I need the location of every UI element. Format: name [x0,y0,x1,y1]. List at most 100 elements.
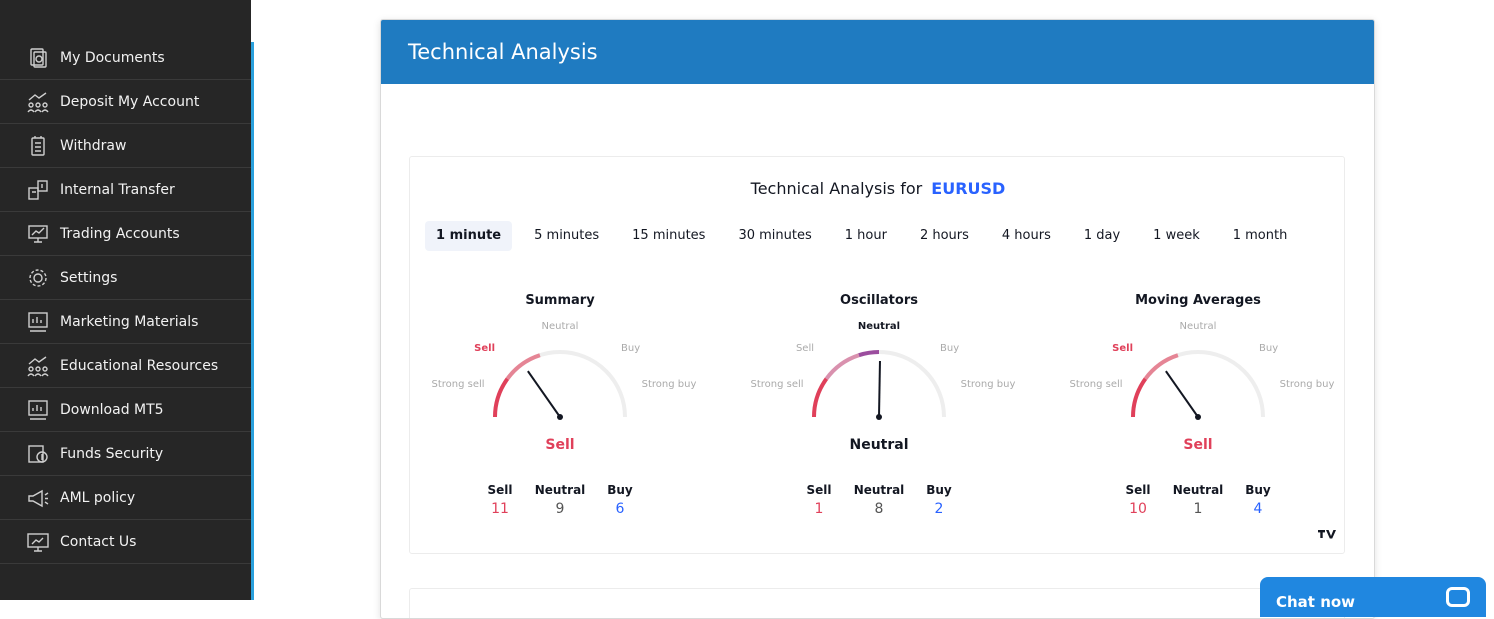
count-neutral-value: 9 [555,501,565,517]
panel-header: Technical Analysis [381,20,1374,84]
marketing-icon [25,309,51,335]
gauge-label-buy: Buy [621,343,640,354]
tab-4-hours[interactable]: 4 hours [1001,228,1051,243]
sidebar-item-aml-policy[interactable]: AML policy [0,476,251,520]
sidebar-item-label: Educational Resources [60,357,219,374]
sidebar-item-download-mt5[interactable]: Download MT5 [0,388,251,432]
gauge-label-sell: Sell [796,343,814,354]
gauge-track [1131,350,1265,418]
sidebar-item-my-documents[interactable]: My Documents [0,36,251,80]
gauge-needle-hub [557,414,563,420]
transfer-icon [25,177,51,203]
gauge-arc-strong-sell [493,377,510,418]
gauge-needle-hub [1195,414,1201,420]
technical-analysis-widget: Technical Analysis for EURUSD 1 minute 5 … [409,156,1345,554]
count-buy-value: 6 [615,501,625,517]
gauge-needle-hub [876,414,882,420]
gauge-summary: Summary Strong sell Sell Neutral Buy Strong b… [410,287,710,527]
count-sell-value: 1 [814,501,824,517]
tab-1-minute[interactable]: 1 minute [425,221,513,251]
gauge-track [493,350,627,418]
tab-2-hours[interactable]: 2 hours [919,228,969,243]
count-buy-label: Buy [926,483,952,497]
symbol-link[interactable]: EURUSD [931,179,1006,198]
sidebar-item-withdraw[interactable]: Withdraw [0,124,251,168]
tab-5-minutes[interactable]: 5 minutes [534,228,600,243]
sidebar-item-internal-transfer[interactable]: Internal Transfer [0,168,251,212]
panel-title: Technical Analysis [408,40,598,64]
gauge-label-strong-buy: Strong buy [1280,379,1335,390]
gauge-label-strong-buy: Strong buy [961,379,1016,390]
sidebar: My Documents Deposit My Account Withdraw In… [0,0,251,600]
count-sell: Sell 11 [470,483,530,517]
count-sell-value: 10 [1129,501,1147,517]
gauge-title: Moving Averages [1135,293,1261,308]
chat-bubble-icon [1446,587,1470,607]
count-sell-label: Sell [806,483,832,497]
sidebar-item-marketing-materials[interactable]: Marketing Materials [0,300,251,344]
chat-widget[interactable]: Chat now [1260,577,1486,617]
gauge-result: Sell [1183,437,1213,453]
gauge-result: Sell [545,437,575,453]
sidebar-accent-bar [251,42,254,600]
count-buy-value: 4 [1253,501,1263,517]
sidebar-item-educational-resources[interactable]: Educational Resources [0,344,251,388]
second-widget [409,588,1345,618]
count-neutral: Neutral 9 [530,483,590,517]
sidebar-item-contact-us[interactable]: Contact Us [0,520,251,564]
tab-1-hour[interactable]: 1 hour [844,228,887,243]
count-sell-value: 11 [491,501,509,517]
sidebar-item-label: Trading Accounts [60,225,180,242]
count-buy-label: Buy [607,483,633,497]
count-sell: Sell 1 [789,483,849,517]
people-chart-icon [25,353,51,379]
interval-tabs: 1 minute 5 minutes 15 minutes 30 minutes 1 h… [425,221,1309,251]
count-buy: Buy 2 [909,483,969,517]
count-neutral-label: Neutral [534,483,586,497]
count-neutral: Neutral 1 [1168,483,1228,517]
sidebar-item-label: My Documents [60,49,165,66]
tab-30-minutes[interactable]: 30 minutes [738,228,812,243]
gauge-label-sell: Sell [1112,343,1133,354]
count-buy: Buy 6 [590,483,650,517]
gauge-label-buy: Buy [1259,343,1278,354]
gauge-counts: Sell 10 Neutral 1 Buy 4 [1108,483,1288,517]
gauge-counts: Sell 11 Neutral 9 Buy 6 [470,483,650,517]
tab-15-minutes[interactable]: 15 minutes [632,228,706,243]
sidebar-item-label: Download MT5 [60,401,164,418]
gauge-needle [1165,370,1199,418]
sidebar-item-deposit-my-account[interactable]: Deposit My Account [0,80,251,124]
gauge-label-strong-sell: Strong sell [1069,379,1122,390]
sidebar-item-label: Internal Transfer [60,181,175,198]
gauge-dial: Strong sell Sell Neutral Buy Strong buy [750,321,1016,420]
gauge-label-neutral: Neutral [542,321,579,332]
documents-icon [25,45,51,71]
count-sell-label: Sell [487,483,513,497]
gauge-needle [878,360,881,418]
tab-1-day[interactable]: 1 day [1083,228,1121,243]
gauge-moving-averages: Moving Averages Strong sell Sell Neutral Buy… [1048,287,1348,527]
count-neutral-value: 1 [1193,501,1203,517]
sidebar-item-label: Marketing Materials [60,313,199,330]
count-neutral: Neutral 8 [849,483,909,517]
widget-title: Technical Analysis for EURUSD [410,179,1346,198]
count-neutral-value: 8 [874,501,884,517]
sidebar-item-settings[interactable]: Settings [0,256,251,300]
tab-1-month[interactable]: 1 month [1232,228,1288,243]
tradingview-logo-icon[interactable] [1316,525,1338,543]
chat-label: Chat now [1276,593,1356,611]
gauge-title: Summary [525,293,595,308]
sidebar-item-funds-security[interactable]: Funds Security [0,432,251,476]
gauge-title: Oscillators [840,293,918,308]
count-sell-label: Sell [1125,483,1151,497]
count-neutral-label: Neutral [853,483,905,497]
funds-security-icon [25,441,51,467]
count-buy: Buy 4 [1228,483,1288,517]
tab-1-week[interactable]: 1 week [1153,228,1200,243]
sidebar-item-trading-accounts[interactable]: Trading Accounts [0,212,251,256]
download-chart-icon [25,397,51,423]
sidebar-item-label: Funds Security [60,445,164,462]
gauge-counts: Sell 1 Neutral 8 Buy 2 [789,483,969,517]
gauge-label-strong-sell: Strong sell [431,379,484,390]
sidebar-item-label: Settings [60,269,118,286]
